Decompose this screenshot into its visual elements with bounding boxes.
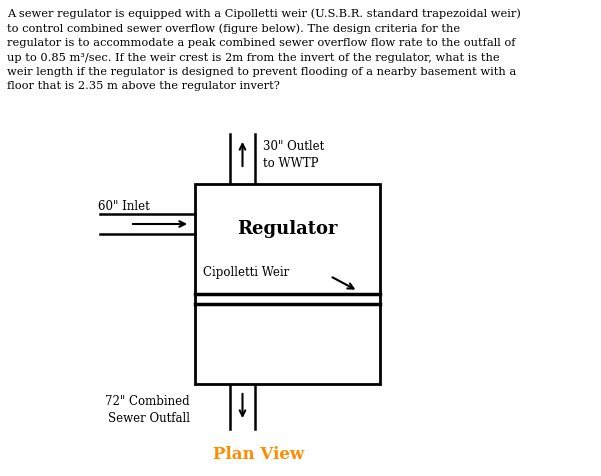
Text: Cipolletti Weir: Cipolletti Weir xyxy=(203,266,289,279)
Bar xyxy=(195,185,380,384)
Text: Plan View: Plan View xyxy=(213,446,304,463)
Text: 30" Outlet
to WWTP: 30" Outlet to WWTP xyxy=(263,140,325,169)
Text: 72" Combined
Sewer Outfall: 72" Combined Sewer Outfall xyxy=(105,394,190,424)
Text: 60" Inlet: 60" Inlet xyxy=(98,200,150,213)
Text: Regulator: Regulator xyxy=(237,219,338,238)
Text: A sewer regulator is equipped with a Cipolletti weir (U.S.B.R. standard trapezoi: A sewer regulator is equipped with a Cip… xyxy=(7,8,521,91)
